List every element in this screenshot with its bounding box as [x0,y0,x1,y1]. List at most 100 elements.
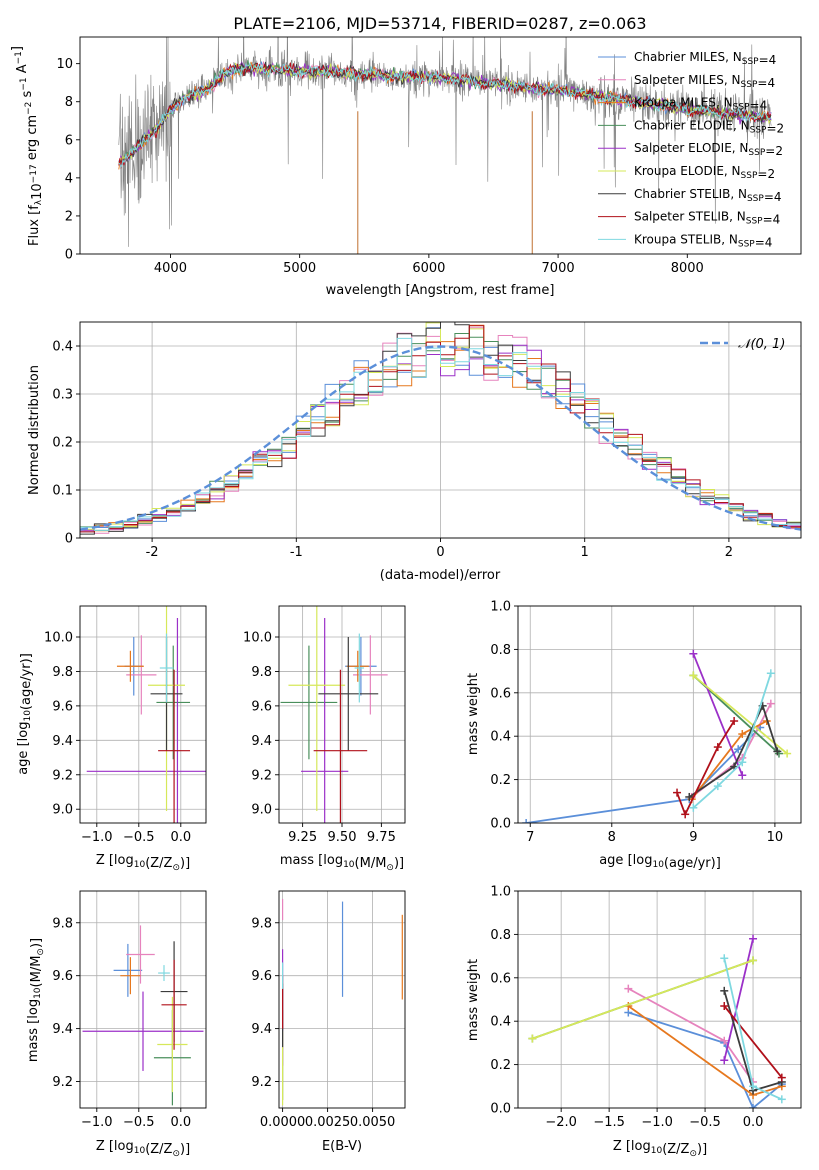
y-tick-label: 0.4 [52,340,73,355]
legend-item: Salpeter STELIB, NSSP=4 [634,210,780,227]
y-tick-label: 0 [65,532,73,547]
x-axis-label: (data-model)/error [380,568,501,583]
weight-line [688,703,779,798]
y-tick-label: 0.2 [490,773,511,788]
axes-mass_vs_ebv: 0.0000 0.0025 0.0050 9.2 9.4 9.6 9.8 E(B-V) [251,890,406,1154]
y-tick-label: 1.0 [490,885,511,900]
y-axis-label: mass weight [466,959,481,1041]
legend-item: Chabrier STELIB, NSSP=4 [634,187,782,204]
x-tick-label: 9.25 [288,830,317,845]
x-tick-label: −0.5 [123,1115,155,1130]
legend-item: Salpeter MILES, NSSP=4 [634,73,775,90]
y-tick-label: 8 [65,95,73,110]
y-tick-label: 0.0 [490,817,511,832]
x-tick-label: 9.50 [328,830,357,845]
legend-item: Kroupa STELIB, NSSP=4 [634,232,772,249]
x-tick-label: 10 [767,830,784,845]
x-tick-label: 9.75 [367,830,396,845]
plot-marks [118,37,772,254]
y-tick-label: 4 [65,171,73,186]
plot-marks [282,898,403,1106]
y-tick-label: 9.2 [52,768,73,783]
weight-line [723,1005,783,1079]
legend-item: Kroupa ELODIE, NSSP=2 [634,164,775,181]
plot-area [80,606,206,823]
y-tick-label: 9.2 [251,768,272,783]
axes-age_vs_mass: 9.25 9.50 9.75 9.0 9.2 9.4 9.6 9.8 10.0 mass [log… [243,605,406,873]
x-axis-label: Z [log10(Z/Z⊙)] [96,1139,190,1159]
x-tick-label: 0.0 [170,1115,191,1130]
x-tick-label: 8000 [671,261,704,276]
x-axis-label: mass [log10(M/M⊙)] [280,853,404,873]
legend-item: Chabrier ELODIE, NSSP=2 [634,118,784,135]
x-tick-label: 4000 [154,261,187,276]
x-tick-label: −0.5 [123,830,155,845]
y-tick-label: 9.4 [52,734,73,749]
x-tick-label: −1.0 [81,1115,113,1130]
y-tick-label: 0.4 [490,1015,511,1030]
y-tick-label: 9.6 [251,699,272,714]
y-tick-label: 2 [65,209,73,224]
y-tick-label: 9.8 [251,665,272,680]
legend-item: 𝒩(0, 1) [738,337,785,352]
histogram-series [80,322,801,535]
y-tick-label: 9.6 [52,699,73,714]
x-axis-label: Z [log10(Z/Z⊙)] [613,1139,707,1159]
y-axis-label: Normed distribution [27,365,42,495]
y-tick-label: 9.4 [52,1022,73,1037]
plot-marks [82,925,204,1106]
y-tick-label: 10.0 [44,631,73,646]
axes-residuals: -2 -1 0 1 2 0 0.1 0.2 0.3 0.4 (data-model)/error No… [27,321,802,583]
y-tick-label: 0.6 [490,971,511,986]
x-tick-label: 0 [436,545,444,560]
legend-item: Chabrier MILES, NSSP=4 [634,50,776,67]
weight-line [692,653,744,776]
x-tick-label: −2.0 [545,1115,577,1130]
axes-weight_vs_age: 7 8 9 10 0.0 0.2 0.4 0.6 0.8 1.0 age [log10(age/yr… [466,600,802,871]
plot-marks [528,934,786,1108]
y-tick-label: 0 [65,248,73,263]
legend-item: Salpeter ELODIE, NSSP=2 [634,141,783,158]
axes-weight_vs_Z: −2.0 −1.5 −1.0 −0.5 0.0 0.0 0.2 0.4 0.6 0.8 1.0 Z [… [466,885,802,1159]
y-tick-label: 10 [56,57,73,72]
weight-line [532,959,754,1040]
weight-line [692,673,772,809]
axes-frame [278,890,406,1109]
y-tick-label: 9.8 [52,916,73,931]
figure-title: PLATE=2106, MJD=53714, FIBERID=0287, z=0… [233,14,646,33]
y-tick-label: 9.6 [52,969,73,984]
gaussian-curve [80,345,801,531]
x-tick-label: −1.0 [81,830,113,845]
axes-age_vs_Z: −1.0 −0.5 0.0 9.0 9.2 9.4 9.6 9.8 10.0 Z [log10(Z… [16,605,207,873]
plot-area [518,606,801,823]
plot-marks [280,606,388,823]
y-tick-label: 9.8 [52,665,73,680]
y-tick-label: 9.6 [251,969,272,984]
x-tick-label: 1 [581,545,589,560]
x-axis-label: Z [log10(Z/Z⊙)] [96,853,190,873]
x-tick-label: -1 [290,545,303,560]
x-axis-label: E(B-V) [322,1139,362,1154]
y-tick-label: 0.2 [490,1058,511,1073]
x-tick-label: 9 [689,830,697,845]
y-axis-label: mass [log10(M/M⊙)] [26,938,46,1062]
x-tick-label: 8 [608,830,616,845]
weight-line [723,938,754,1061]
x-tick-label: −1.0 [641,1115,673,1130]
x-tick-label: −0.5 [689,1115,721,1130]
y-tick-label: 9.4 [251,1022,272,1037]
x-axis-label: age [log10(age/yr)] [599,853,721,871]
y-tick-label: 0.3 [52,388,73,403]
y-tick-label: 0.4 [490,730,511,745]
legend-item: Kroupa MILES, NSSP=4 [634,96,767,113]
axes-mass_vs_Z: −1.0 −0.5 0.0 9.2 9.4 9.6 9.8 Z [log10(Z/Z⊙)] ma… [26,890,207,1159]
plot-area [518,891,801,1108]
model-spectrum-line [118,62,772,169]
y-tick-label: 10.0 [243,631,272,646]
y-tick-label: 9.4 [251,734,272,749]
x-tick-label: 0.0000 [260,1115,306,1130]
y-tick-label: 9.0 [251,803,272,818]
axes-spectrum: 4000 5000 6000 7000 8000 0 2 4 6 8 10 wavelength [A… [10,36,802,298]
